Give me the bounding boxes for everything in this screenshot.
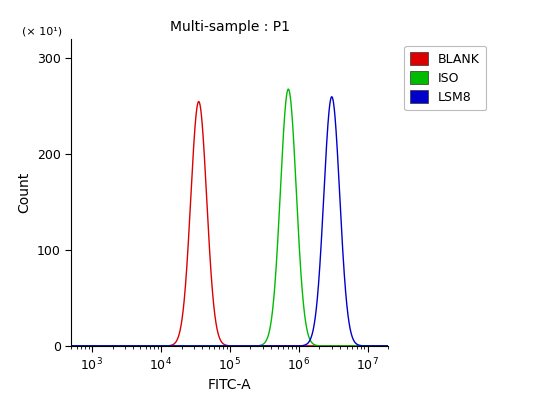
Line: ISO: ISO xyxy=(71,89,388,346)
Line: LSM8: LSM8 xyxy=(71,97,388,346)
ISO xyxy=(385,343,392,348)
LSM8 xyxy=(269,343,276,348)
ISO xyxy=(320,343,327,348)
LSM8 xyxy=(320,204,327,209)
ISO xyxy=(285,87,292,92)
LSM8 xyxy=(255,343,262,348)
BLANK xyxy=(183,276,189,281)
ISO xyxy=(84,343,90,348)
Y-axis label: Count: Count xyxy=(18,172,31,213)
LSM8 xyxy=(329,94,335,99)
LSM8 xyxy=(68,343,74,348)
BLANK xyxy=(195,99,202,104)
BLANK xyxy=(255,343,262,348)
LSM8 xyxy=(183,343,189,348)
LSM8 xyxy=(385,343,392,348)
X-axis label: FITC-A: FITC-A xyxy=(208,378,252,393)
ISO xyxy=(269,307,276,312)
BLANK xyxy=(270,343,276,348)
BLANK xyxy=(303,343,310,348)
ISO xyxy=(68,343,74,348)
ISO xyxy=(255,343,262,348)
LSM8 xyxy=(303,342,310,347)
BLANK xyxy=(84,343,90,348)
BLANK xyxy=(68,343,74,348)
Legend: BLANK, ISO, LSM8: BLANK, ISO, LSM8 xyxy=(404,46,486,110)
Title: Multi-sample : P1: Multi-sample : P1 xyxy=(170,20,290,34)
LSM8 xyxy=(84,343,90,348)
BLANK xyxy=(385,343,392,348)
Line: BLANK: BLANK xyxy=(71,101,388,346)
ISO xyxy=(303,324,310,329)
Text: (× 10¹): (× 10¹) xyxy=(22,26,62,36)
ISO xyxy=(183,343,189,348)
BLANK xyxy=(320,343,327,348)
